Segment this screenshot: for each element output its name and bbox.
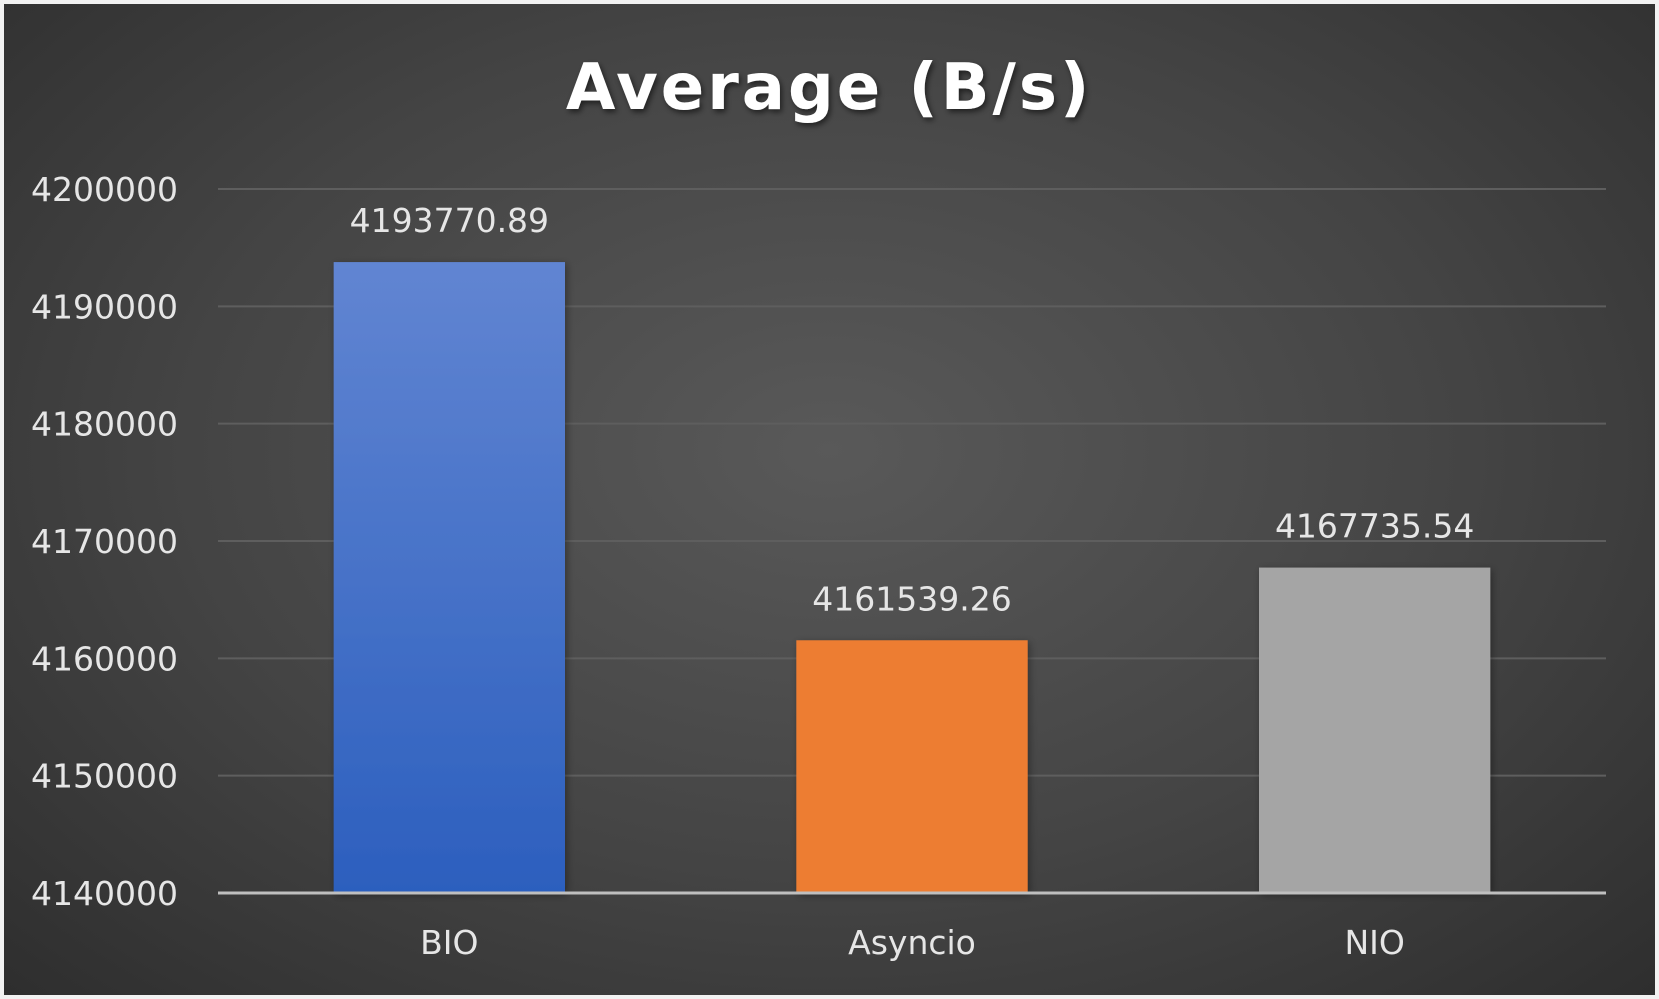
y-tick-label: 4190000 [31, 287, 178, 326]
bar-chart: Average (B/s) 4140000 4150000 4160000 41700… [31, 51, 1606, 962]
bar-bio [333, 262, 565, 893]
data-label-bio: 4193770.89 [350, 201, 549, 240]
y-tick-label: 4150000 [31, 757, 178, 796]
y-tick-label: 4200000 [31, 170, 178, 209]
y-tick-label: 4170000 [31, 522, 178, 561]
data-label-asyncio: 4161539.26 [812, 579, 1011, 618]
y-tick-label: 4140000 [31, 874, 178, 913]
data-label-nio: 4167735.54 [1275, 507, 1474, 546]
x-tick-label: Asyncio [848, 923, 976, 962]
y-tick-label: 4180000 [31, 405, 178, 444]
bar-nio [1259, 567, 1491, 893]
bar-asyncio [796, 640, 1028, 893]
y-tick-label: 4160000 [31, 639, 178, 678]
x-tick-label: NIO [1344, 923, 1404, 962]
chart-title: Average (B/s) [566, 51, 1092, 125]
x-tick-label: BIO [420, 923, 478, 962]
